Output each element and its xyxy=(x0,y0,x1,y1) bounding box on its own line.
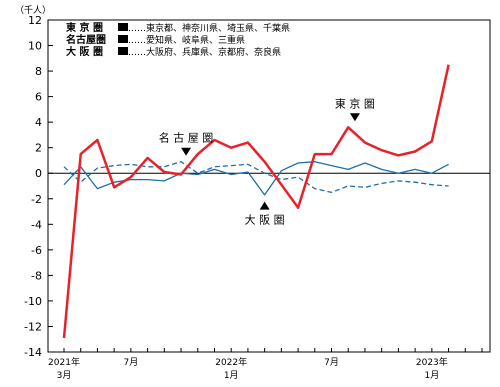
x-tick-label: 2023年 xyxy=(416,356,448,368)
x-tick-label: 7月 xyxy=(324,357,339,368)
x-tick-label-sub: 1月 xyxy=(224,370,239,381)
annotation-label: 東 京 圏 xyxy=(335,96,375,110)
y-unit-label: （千人） xyxy=(15,5,51,16)
legend-swatch xyxy=(118,35,128,43)
legend-description: ……愛知県、岐阜県、三重県 xyxy=(128,34,245,46)
legend-description: ……大阪府、兵庫県、京都府、奈良県 xyxy=(128,46,281,58)
series-line xyxy=(62,64,450,339)
x-tick-label-sub: 3月 xyxy=(57,370,72,381)
y-tick-label: -6 xyxy=(31,244,42,257)
y-tick-label: -4 xyxy=(31,218,42,231)
x-tick-label-sub: 1月 xyxy=(424,370,439,381)
legend-key: 大 阪 圏 xyxy=(66,45,103,58)
y-tick-label: -8 xyxy=(31,269,42,282)
legend-swatch xyxy=(118,47,128,55)
annotation-arrow xyxy=(349,113,360,122)
y-tick-label: -10 xyxy=(24,295,42,308)
y-tick-label: 8 xyxy=(35,65,42,78)
series-line xyxy=(63,161,449,196)
annotation-label: 大 阪 圏 xyxy=(245,213,285,227)
annotation-arrow xyxy=(181,147,192,156)
legend-key: 名古屋圏 xyxy=(66,33,106,46)
y-tick-label: -14 xyxy=(24,346,42,359)
annotation-arrow xyxy=(259,201,270,210)
x-tick-label: 2022年 xyxy=(215,356,247,368)
y-tick-label: -2 xyxy=(31,193,42,206)
y-tick-label: 2 xyxy=(35,142,42,155)
legend-swatch xyxy=(118,23,128,31)
annotation-label: 名 古 屋 圏 xyxy=(159,131,214,145)
x-tick-label: 7月 xyxy=(124,357,139,368)
y-tick-label: -12 xyxy=(24,320,42,333)
y-tick-label: 4 xyxy=(35,116,42,129)
legend-key: 東 京 圏 xyxy=(66,21,103,34)
y-tick-label: 10 xyxy=(28,40,42,53)
plot-area-frame xyxy=(47,19,491,353)
x-tick-label: 2021年 xyxy=(48,356,80,368)
y-tick-label: 12 xyxy=(28,14,42,27)
legend-description: ……東京都、神奈川県、埼玉県、千葉県 xyxy=(128,22,290,34)
y-tick-label: 6 xyxy=(35,91,42,104)
y-tick-label: 0 xyxy=(35,167,42,180)
series-line xyxy=(63,161,449,194)
